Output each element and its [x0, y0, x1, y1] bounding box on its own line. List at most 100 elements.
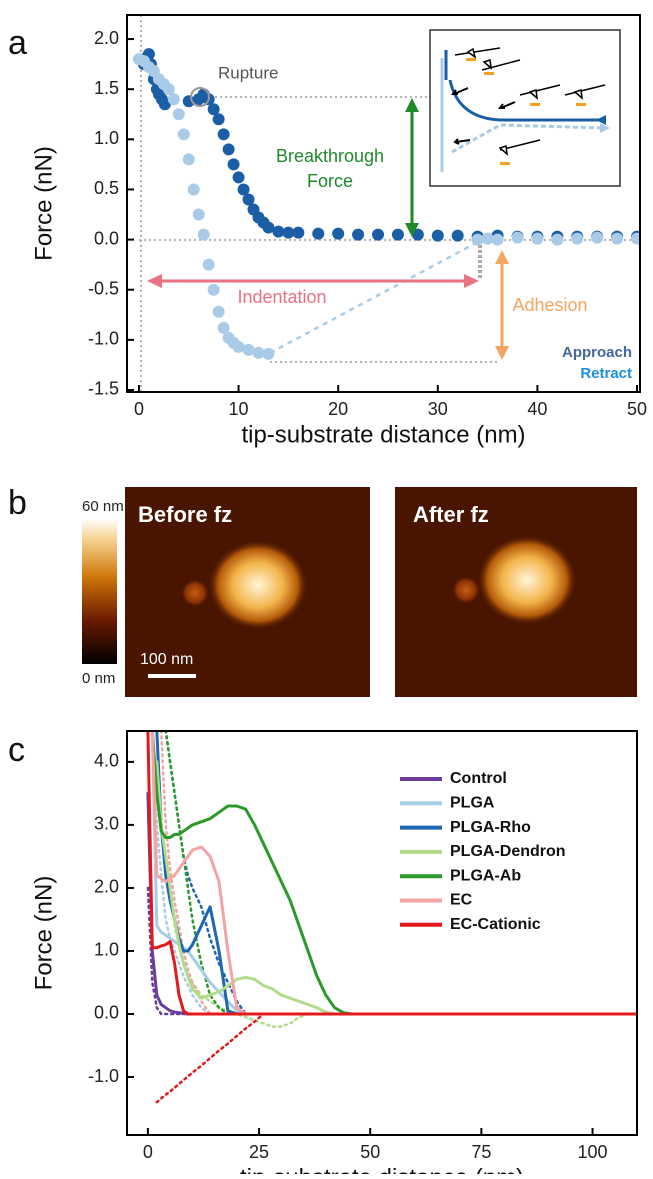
plot-area [132, 48, 640, 360]
y-tick-label: -1.0 [88, 329, 119, 349]
data-point [481, 232, 494, 245]
legend-label: EC [450, 892, 473, 909]
y-tick-label: 0.5 [94, 178, 119, 198]
y-tick-label: 2.0 [94, 28, 119, 48]
y-tick-label: 1.0 [94, 128, 119, 148]
data-point [591, 231, 604, 244]
series-line [150, 731, 637, 1016]
data-point [352, 228, 365, 241]
y-tick-label: 1.5 [94, 78, 119, 98]
y-tick-label: 2.0 [94, 877, 119, 897]
data-point [162, 83, 175, 96]
series-line [150, 731, 637, 1016]
data-point [242, 193, 255, 206]
data-point [237, 183, 250, 196]
x-tick-label: 30 [428, 399, 448, 419]
annotation: Adhesion [512, 295, 587, 315]
colorbar-label: 60 nm [82, 498, 124, 515]
y-tick-label: 0.0 [94, 228, 119, 248]
image-title: Before fz [138, 502, 232, 527]
y-tick-label: 4.0 [94, 751, 119, 771]
colorbar [82, 518, 117, 664]
data-point [272, 225, 285, 238]
data-point [391, 228, 404, 241]
data-point [471, 233, 484, 246]
data-point [232, 171, 245, 184]
annotation: Force [307, 171, 353, 191]
data-point [282, 226, 295, 239]
inset-schematic [429, 29, 621, 187]
afm-panel: 60 nm 0 nm Before fz After fz 100 nm [82, 487, 637, 697]
data-point [207, 103, 220, 116]
arrows [147, 98, 509, 360]
legend-label: PLGA-Ab [450, 867, 521, 884]
data-point [431, 229, 444, 242]
data-point [212, 305, 225, 318]
series-line [164, 731, 637, 1016]
legend-label: Retract [580, 365, 632, 382]
data-point [332, 227, 345, 240]
plot-area [146, 731, 637, 1104]
data-point [202, 258, 215, 271]
data-point [222, 143, 235, 156]
panel-label: c [8, 731, 25, 769]
data-point [197, 228, 210, 241]
panel-label: a [8, 24, 27, 62]
data-point [242, 343, 255, 356]
annotation: Indentation [237, 287, 326, 307]
x-tick-label: 40 [527, 399, 547, 419]
series-line [150, 731, 637, 1016]
x-tick-label: 0 [134, 399, 144, 419]
data-point [551, 233, 564, 246]
x-axis-label: tip-substrate distance (nm) [241, 421, 525, 448]
data-point [177, 128, 190, 141]
y-axis-label: Force (nN) [30, 876, 57, 991]
series-line [155, 760, 637, 1016]
data-point [172, 108, 185, 121]
data-point [531, 232, 544, 245]
data-point [192, 208, 205, 221]
legend-label: Control [450, 770, 507, 787]
panel-label: b [8, 484, 27, 522]
data-point [312, 227, 325, 240]
x-tick-label: 75 [471, 1142, 491, 1162]
data-point [212, 113, 225, 126]
data-point [262, 347, 275, 360]
data-point [158, 98, 171, 111]
x-tick-label: 10 [229, 399, 249, 419]
series-line [155, 1012, 637, 1104]
data-point [631, 232, 640, 245]
annotation: Rupture [218, 63, 278, 82]
data-point [217, 128, 230, 141]
data-point [232, 340, 245, 353]
legend-label: PLGA-Rho [450, 819, 531, 836]
image-title: After fz [413, 502, 489, 527]
x-tick-label: 0 [143, 1142, 153, 1162]
data-point [167, 93, 180, 106]
y-tick-label: 3.0 [94, 814, 119, 834]
y-axis-label: Force (nN) [30, 146, 57, 261]
rupture-marker [190, 87, 210, 107]
series-line [155, 731, 637, 1016]
y-tick-label: -0.5 [88, 278, 119, 298]
data-point [217, 321, 230, 334]
series-line [155, 792, 637, 1028]
data-point [227, 158, 240, 171]
series-line [146, 731, 637, 1016]
data-point [262, 221, 275, 234]
data-point [252, 346, 265, 359]
data-point [292, 226, 305, 239]
x-tick-label: 50 [627, 399, 647, 419]
annotation: Breakthrough [276, 146, 384, 166]
legend-label: PLGA-Dendron [450, 843, 566, 860]
series-line [164, 731, 637, 1016]
data-point [491, 233, 504, 246]
y-tick-label: 0.0 [94, 1003, 119, 1023]
scale-bar-label: 100 nm [140, 651, 193, 668]
y-tick-label: 1.0 [94, 940, 119, 960]
data-point [372, 228, 385, 241]
x-tick-label: 20 [328, 399, 348, 419]
x-axis-label: tip-substrate distance (nm) [240, 1164, 524, 1174]
y-tick-label: -1.5 [88, 379, 119, 399]
